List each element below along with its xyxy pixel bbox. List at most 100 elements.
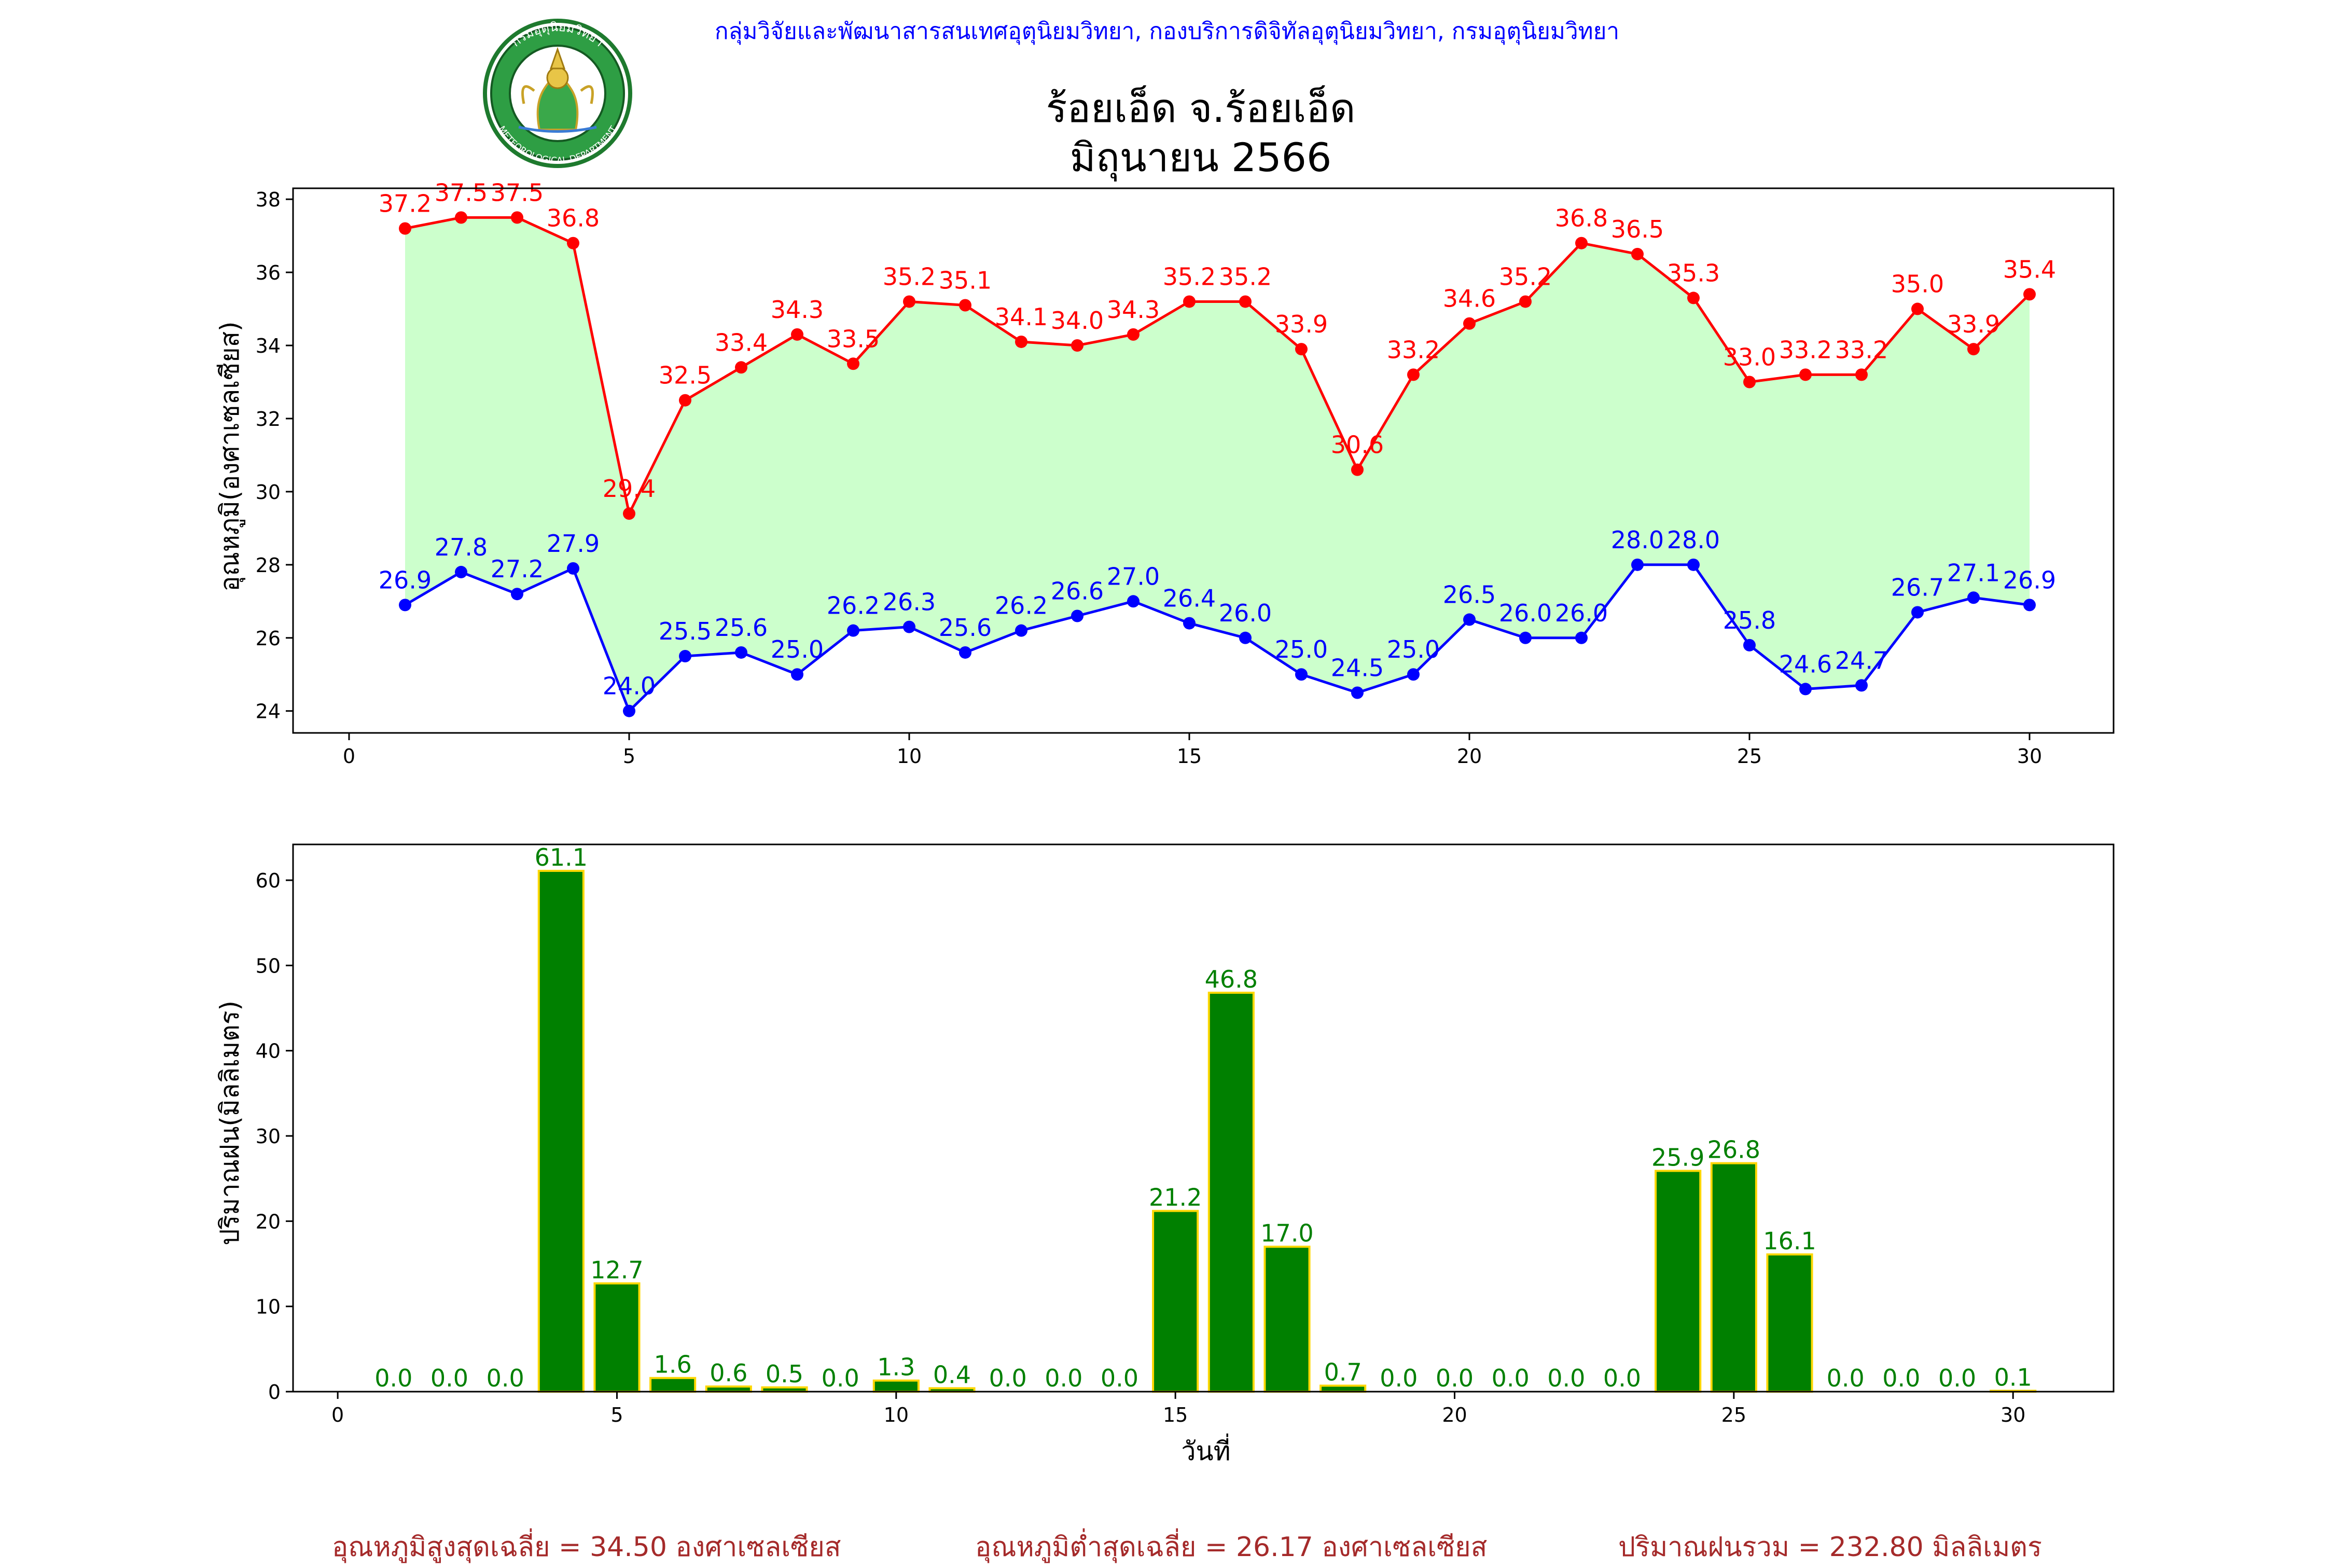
max-temp-data-label: 33.2 bbox=[1387, 336, 1440, 364]
temperature-x-tick-label: 0 bbox=[343, 745, 355, 768]
min-temp-data-label: 24.5 bbox=[1331, 654, 1384, 682]
max-temp-point bbox=[1407, 368, 1420, 381]
rainfall-data-label: 0.0 bbox=[1827, 1364, 1865, 1392]
rainfall-bar bbox=[1207, 991, 1255, 1393]
min-temp-point bbox=[1127, 595, 1140, 608]
rainfall-data-label: 0.0 bbox=[822, 1364, 859, 1392]
max-temp-data-label: 35.0 bbox=[1891, 270, 1944, 298]
max-temp-data-label: 36.8 bbox=[1555, 204, 1608, 232]
max-temp-point bbox=[959, 299, 971, 312]
rainfall-x-tick-label: 0 bbox=[331, 1404, 344, 1426]
rainfall-data-label: 1.3 bbox=[877, 1353, 915, 1381]
temperature-y-tick-label: 28 bbox=[256, 554, 281, 577]
temperature-x-tick-label: 20 bbox=[1457, 745, 1482, 768]
min-temp-point bbox=[1855, 679, 1868, 692]
temperature-plot-area: 37.2 37.5 37.536.829.432.533.434.333.535.2… bbox=[256, 178, 2115, 768]
min-temp-data-label: 26.9 bbox=[2003, 566, 2056, 594]
rainfall-data-label: 46.8 bbox=[1205, 965, 1258, 993]
rainfall-y-tick-label: 20 bbox=[256, 1210, 281, 1233]
rainfall-data-label: 21.2 bbox=[1149, 1184, 1202, 1212]
meteorological-department-logo: กรมอุตุนิยมวิทยา METEOROLOGICAL DEPARTME… bbox=[483, 19, 632, 168]
max-temp-point bbox=[903, 295, 915, 308]
max-temp-data-label: 33.2 bbox=[1779, 336, 1832, 364]
min-temp-data-label: 24.0 bbox=[603, 672, 656, 700]
min-temp-point bbox=[1519, 631, 1532, 644]
rainfall-plot-area: 0.0 0.0 0.0 61.1 12.7 1.6 0.6 0.5 0.0 1.3 0.4 0.0 0.… bbox=[256, 843, 2115, 1426]
min-temp-point bbox=[959, 646, 971, 659]
footer-total-rain: ปริมาณฝนรวม = 232.80 มิลลิเมตร bbox=[1618, 1532, 2042, 1563]
rainfall-data-label: 1.6 bbox=[654, 1351, 692, 1379]
max-temp-point bbox=[1239, 295, 1252, 308]
max-temp-point bbox=[567, 237, 579, 249]
temperature-x-tick-label: 30 bbox=[2017, 745, 2042, 768]
min-temp-data-label: 26.0 bbox=[1555, 599, 1608, 627]
rainfall-data-label: 0.7 bbox=[1324, 1358, 1362, 1386]
min-temp-data-label: 26.0 bbox=[1499, 599, 1552, 627]
max-temp-point bbox=[1071, 339, 1083, 352]
max-temp-data-label: 33.5 bbox=[827, 325, 880, 353]
max-temp-point bbox=[2023, 288, 2036, 301]
min-temp-data-label: 28.0 bbox=[1611, 526, 1664, 554]
temperature-y-tick-label: 36 bbox=[256, 261, 281, 284]
min-temp-point bbox=[1911, 606, 1924, 619]
max-temp-point bbox=[735, 361, 747, 374]
min-temp-data-label: 26.9 bbox=[379, 566, 432, 594]
rainfall-x-axis-label: วันที่ bbox=[1181, 1434, 1230, 1466]
temperature-chart: 37.2 37.5 37.536.829.432.533.434.333.535.2… bbox=[215, 178, 2115, 768]
rainfall-bar bbox=[1319, 1384, 1367, 1393]
min-temp-data-label: 26.5 bbox=[1443, 581, 1496, 609]
min-temp-data-label: 24.6 bbox=[1779, 650, 1832, 678]
rainfall-data-label: 16.1 bbox=[1763, 1227, 1816, 1255]
rainfall-bar bbox=[593, 1282, 641, 1393]
min-temp-point bbox=[455, 565, 467, 578]
rainfall-data-label: 0.0 bbox=[1436, 1364, 1474, 1392]
max-temp-point bbox=[623, 507, 635, 520]
min-temp-data-label: 28.0 bbox=[1667, 526, 1720, 554]
min-temp-data-label: 26.2 bbox=[827, 592, 880, 620]
rainfall-data-label: 0.1 bbox=[1994, 1363, 2032, 1391]
min-temp-point bbox=[1071, 609, 1083, 622]
min-temp-point bbox=[847, 624, 859, 637]
rainfall-x-tick-label: 25 bbox=[1721, 1404, 1746, 1426]
min-temp-point bbox=[567, 562, 579, 575]
min-temp-point bbox=[903, 620, 915, 633]
max-temp-data-label: 35.4 bbox=[2003, 255, 2056, 283]
rainfall-data-label: 0.6 bbox=[710, 1359, 747, 1387]
max-temp-data-label: 35.3 bbox=[1667, 259, 1720, 287]
min-temp-data-label: 27.0 bbox=[1107, 562, 1160, 590]
min-temp-point bbox=[1015, 624, 1027, 637]
min-temp-point bbox=[2023, 599, 2036, 612]
rainfall-y-axis-label: ปริมาณฝน(มิลลิเมตร) bbox=[215, 1001, 245, 1245]
rainfall-bar bbox=[537, 869, 585, 1393]
max-temp-line bbox=[405, 216, 2031, 518]
max-temp-data-label: 37.2 bbox=[379, 190, 432, 218]
max-temp-point bbox=[679, 394, 691, 407]
rainfall-data-label: 0.4 bbox=[933, 1361, 971, 1389]
max-temp-data-label: 33.9 bbox=[1947, 310, 2000, 338]
min-temp-point bbox=[623, 704, 635, 717]
max-temp-point bbox=[1575, 237, 1588, 249]
rainfall-data-label: 0.0 bbox=[487, 1364, 524, 1392]
chart-title-line2: มิถุนายน 2566 bbox=[1070, 134, 1332, 182]
temperature-y-tick-label: 30 bbox=[256, 481, 281, 504]
rainfall-bar bbox=[649, 1377, 697, 1393]
min-temp-data-label: 25.0 bbox=[1275, 635, 1328, 663]
max-temp-data-label: 35.1 bbox=[939, 267, 992, 295]
max-temp-point bbox=[1127, 328, 1140, 341]
max-temp-point bbox=[1351, 463, 1364, 476]
min-temp-data-label: 26.7 bbox=[1891, 573, 1944, 601]
footer-avg-min: อุณหภูมิต่ำสุดเฉลี่ย = 26.17 องศาเซลเซีย… bbox=[975, 1532, 1488, 1563]
rainfall-data-label: 0.0 bbox=[1045, 1364, 1082, 1392]
rainfall-bar bbox=[1152, 1210, 1199, 1393]
rainfall-data-label: 0.0 bbox=[1603, 1364, 1641, 1392]
min-temp-point bbox=[1295, 668, 1308, 681]
rainfall-y-tick-label: 30 bbox=[256, 1125, 281, 1148]
rainfall-y-tick-label: 0 bbox=[268, 1381, 281, 1404]
max-temp-point bbox=[455, 211, 467, 224]
rainfall-x-tick-label: 10 bbox=[884, 1404, 909, 1426]
min-temp-point bbox=[1743, 639, 1756, 651]
temperature-x-tick-label: 25 bbox=[1737, 745, 1762, 768]
max-temp-point bbox=[1631, 247, 1644, 260]
rainfall-data-label: 0.0 bbox=[1882, 1364, 1920, 1392]
